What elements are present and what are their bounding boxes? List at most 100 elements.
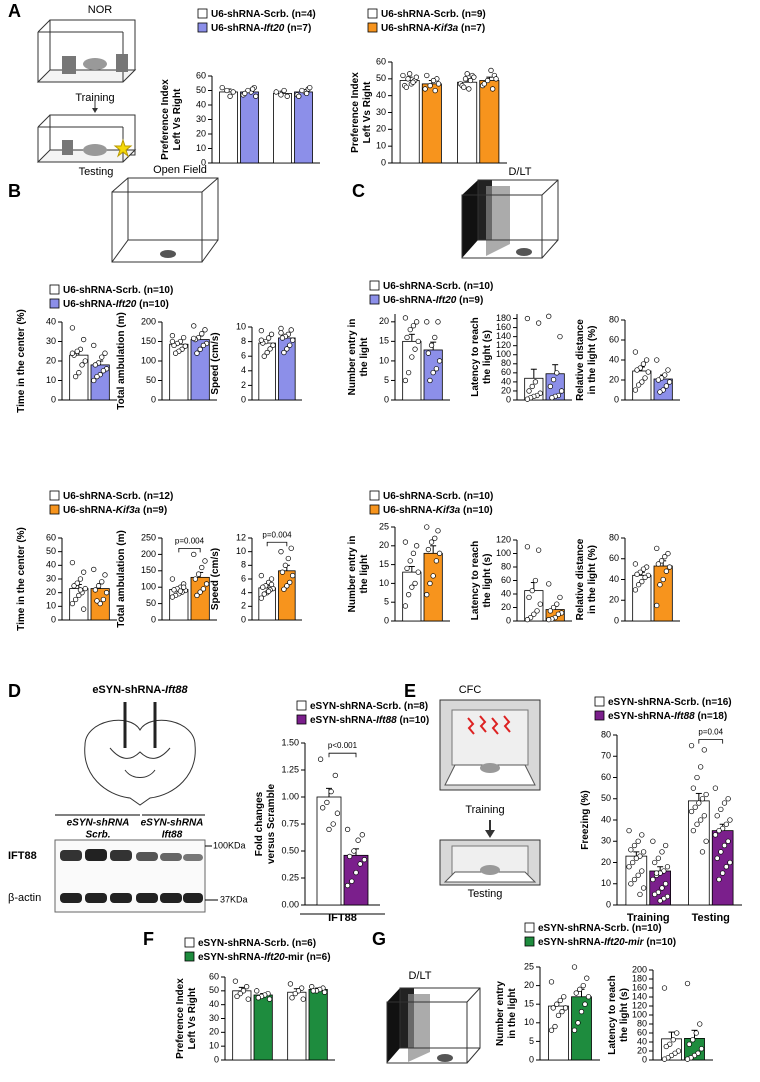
data-point: [698, 817, 704, 823]
text-piece: (n=10): [397, 715, 430, 726]
data-point: [402, 539, 409, 545]
legend-swatch: [49, 298, 60, 309]
y-tick-label: 40: [46, 316, 56, 326]
data-point: [461, 84, 467, 90]
bar: [253, 994, 273, 1061]
y-tick-label: 180: [496, 313, 511, 323]
y-tick-label: 20: [196, 128, 206, 138]
data-point: [654, 357, 660, 363]
data-point: [666, 564, 673, 570]
y-axis-label: Preference Index: [350, 72, 361, 153]
data-point: [415, 338, 421, 345]
legend-swatch: [594, 696, 605, 707]
y-tick-label: 5: [529, 1036, 534, 1046]
data-point: [635, 382, 642, 388]
legend-label: U6-shRNA-Kif3a (n=10): [383, 505, 493, 516]
y-tick-label: 200: [141, 549, 156, 559]
data-point: [74, 348, 80, 354]
y-tick-label: 50: [146, 375, 156, 385]
data-point: [194, 350, 200, 356]
y-axis-label: Latency to reach: [470, 541, 481, 620]
y-tick-label: 50: [376, 73, 386, 83]
y-tick-label: 140: [496, 331, 511, 341]
blot-marker: 37KDa: [220, 894, 248, 904]
text-piece: U6-shRNA-Scrb. (n=4): [211, 9, 316, 20]
y-tick-label: 30: [601, 836, 611, 846]
data-point: [80, 336, 87, 343]
data-point: [703, 791, 709, 798]
legend-swatch: [367, 8, 378, 19]
bar: [421, 83, 442, 164]
data-point: [94, 598, 100, 604]
data-point: [72, 373, 79, 380]
y-tick-label: 60: [609, 334, 619, 344]
data-point: [557, 594, 563, 601]
y-axis-label: the light (s): [482, 554, 493, 608]
legend-label: eSYN-shRNA-Ift88 (n=10): [310, 715, 429, 726]
legend-label: U6-shRNA-Kif3a (n=7): [381, 23, 485, 34]
data-point: [723, 821, 729, 827]
data-point: [485, 77, 491, 84]
data-point: [639, 868, 645, 874]
data-point: [355, 837, 361, 843]
data-point: [91, 342, 97, 349]
data-point: [690, 785, 697, 791]
data-point: [720, 870, 726, 876]
illustration-label: Testing: [79, 166, 114, 178]
data-point: [413, 74, 420, 80]
data-point: [402, 315, 409, 321]
y-tick-label: 10: [236, 546, 246, 556]
data-point: [699, 796, 706, 802]
data-point: [462, 76, 469, 82]
data-point: [558, 388, 565, 394]
text-piece: U6-shRNA-: [63, 299, 116, 310]
y-tick-label: 20: [209, 1027, 219, 1037]
data-point: [432, 87, 438, 94]
y-tick-label: 80: [501, 358, 511, 368]
data-point: [326, 826, 332, 833]
y-tick-label: 10: [46, 375, 56, 385]
y-tick-label: 6: [241, 573, 246, 583]
y-tick-label: 20: [524, 980, 534, 990]
y-tick-label: 10: [379, 578, 389, 588]
data-point: [172, 350, 179, 356]
data-point: [69, 600, 76, 607]
y-tick-label: 30: [376, 107, 386, 117]
data-point: [659, 885, 665, 891]
data-point: [278, 330, 284, 336]
bar: [423, 552, 443, 622]
panel-letter: F: [143, 929, 154, 949]
data-point: [660, 576, 666, 583]
bar: [308, 989, 328, 1061]
y-axis-label: Fold changes: [254, 791, 265, 856]
y-tick-label: 100: [141, 582, 156, 592]
y-tick-label: 160: [632, 982, 647, 992]
data-point: [330, 821, 336, 827]
data-point: [425, 350, 432, 356]
data-point: [721, 800, 728, 806]
data-point: [344, 882, 351, 889]
data-point: [69, 559, 76, 566]
x-category-label: Testing: [692, 912, 730, 924]
data-point: [344, 826, 351, 833]
legend-label: U6-shRNA-Scrb. (n=9): [381, 9, 486, 20]
data-point: [357, 861, 363, 867]
y-tick-label: 60: [196, 70, 206, 80]
text-piece: U6-shRNA-: [381, 23, 434, 34]
data-point: [278, 549, 284, 555]
data-point: [436, 358, 443, 364]
data-point: [265, 588, 272, 594]
y-tick-label: 150: [141, 565, 156, 575]
data-point: [690, 1037, 696, 1043]
y-tick-label: 40: [46, 560, 56, 570]
legend-label: eSYN-shRNA-Scrb. (n=8): [310, 701, 428, 712]
data-point: [714, 855, 720, 861]
text-piece: Ift20-mir: [604, 937, 645, 948]
data-point: [249, 86, 256, 92]
data-point: [359, 832, 365, 838]
y-axis-label: Number entry in: [347, 536, 358, 613]
blot-column-label: Ift88: [162, 830, 183, 841]
y-axis-label: the light: [359, 337, 370, 377]
data-point: [76, 592, 82, 599]
